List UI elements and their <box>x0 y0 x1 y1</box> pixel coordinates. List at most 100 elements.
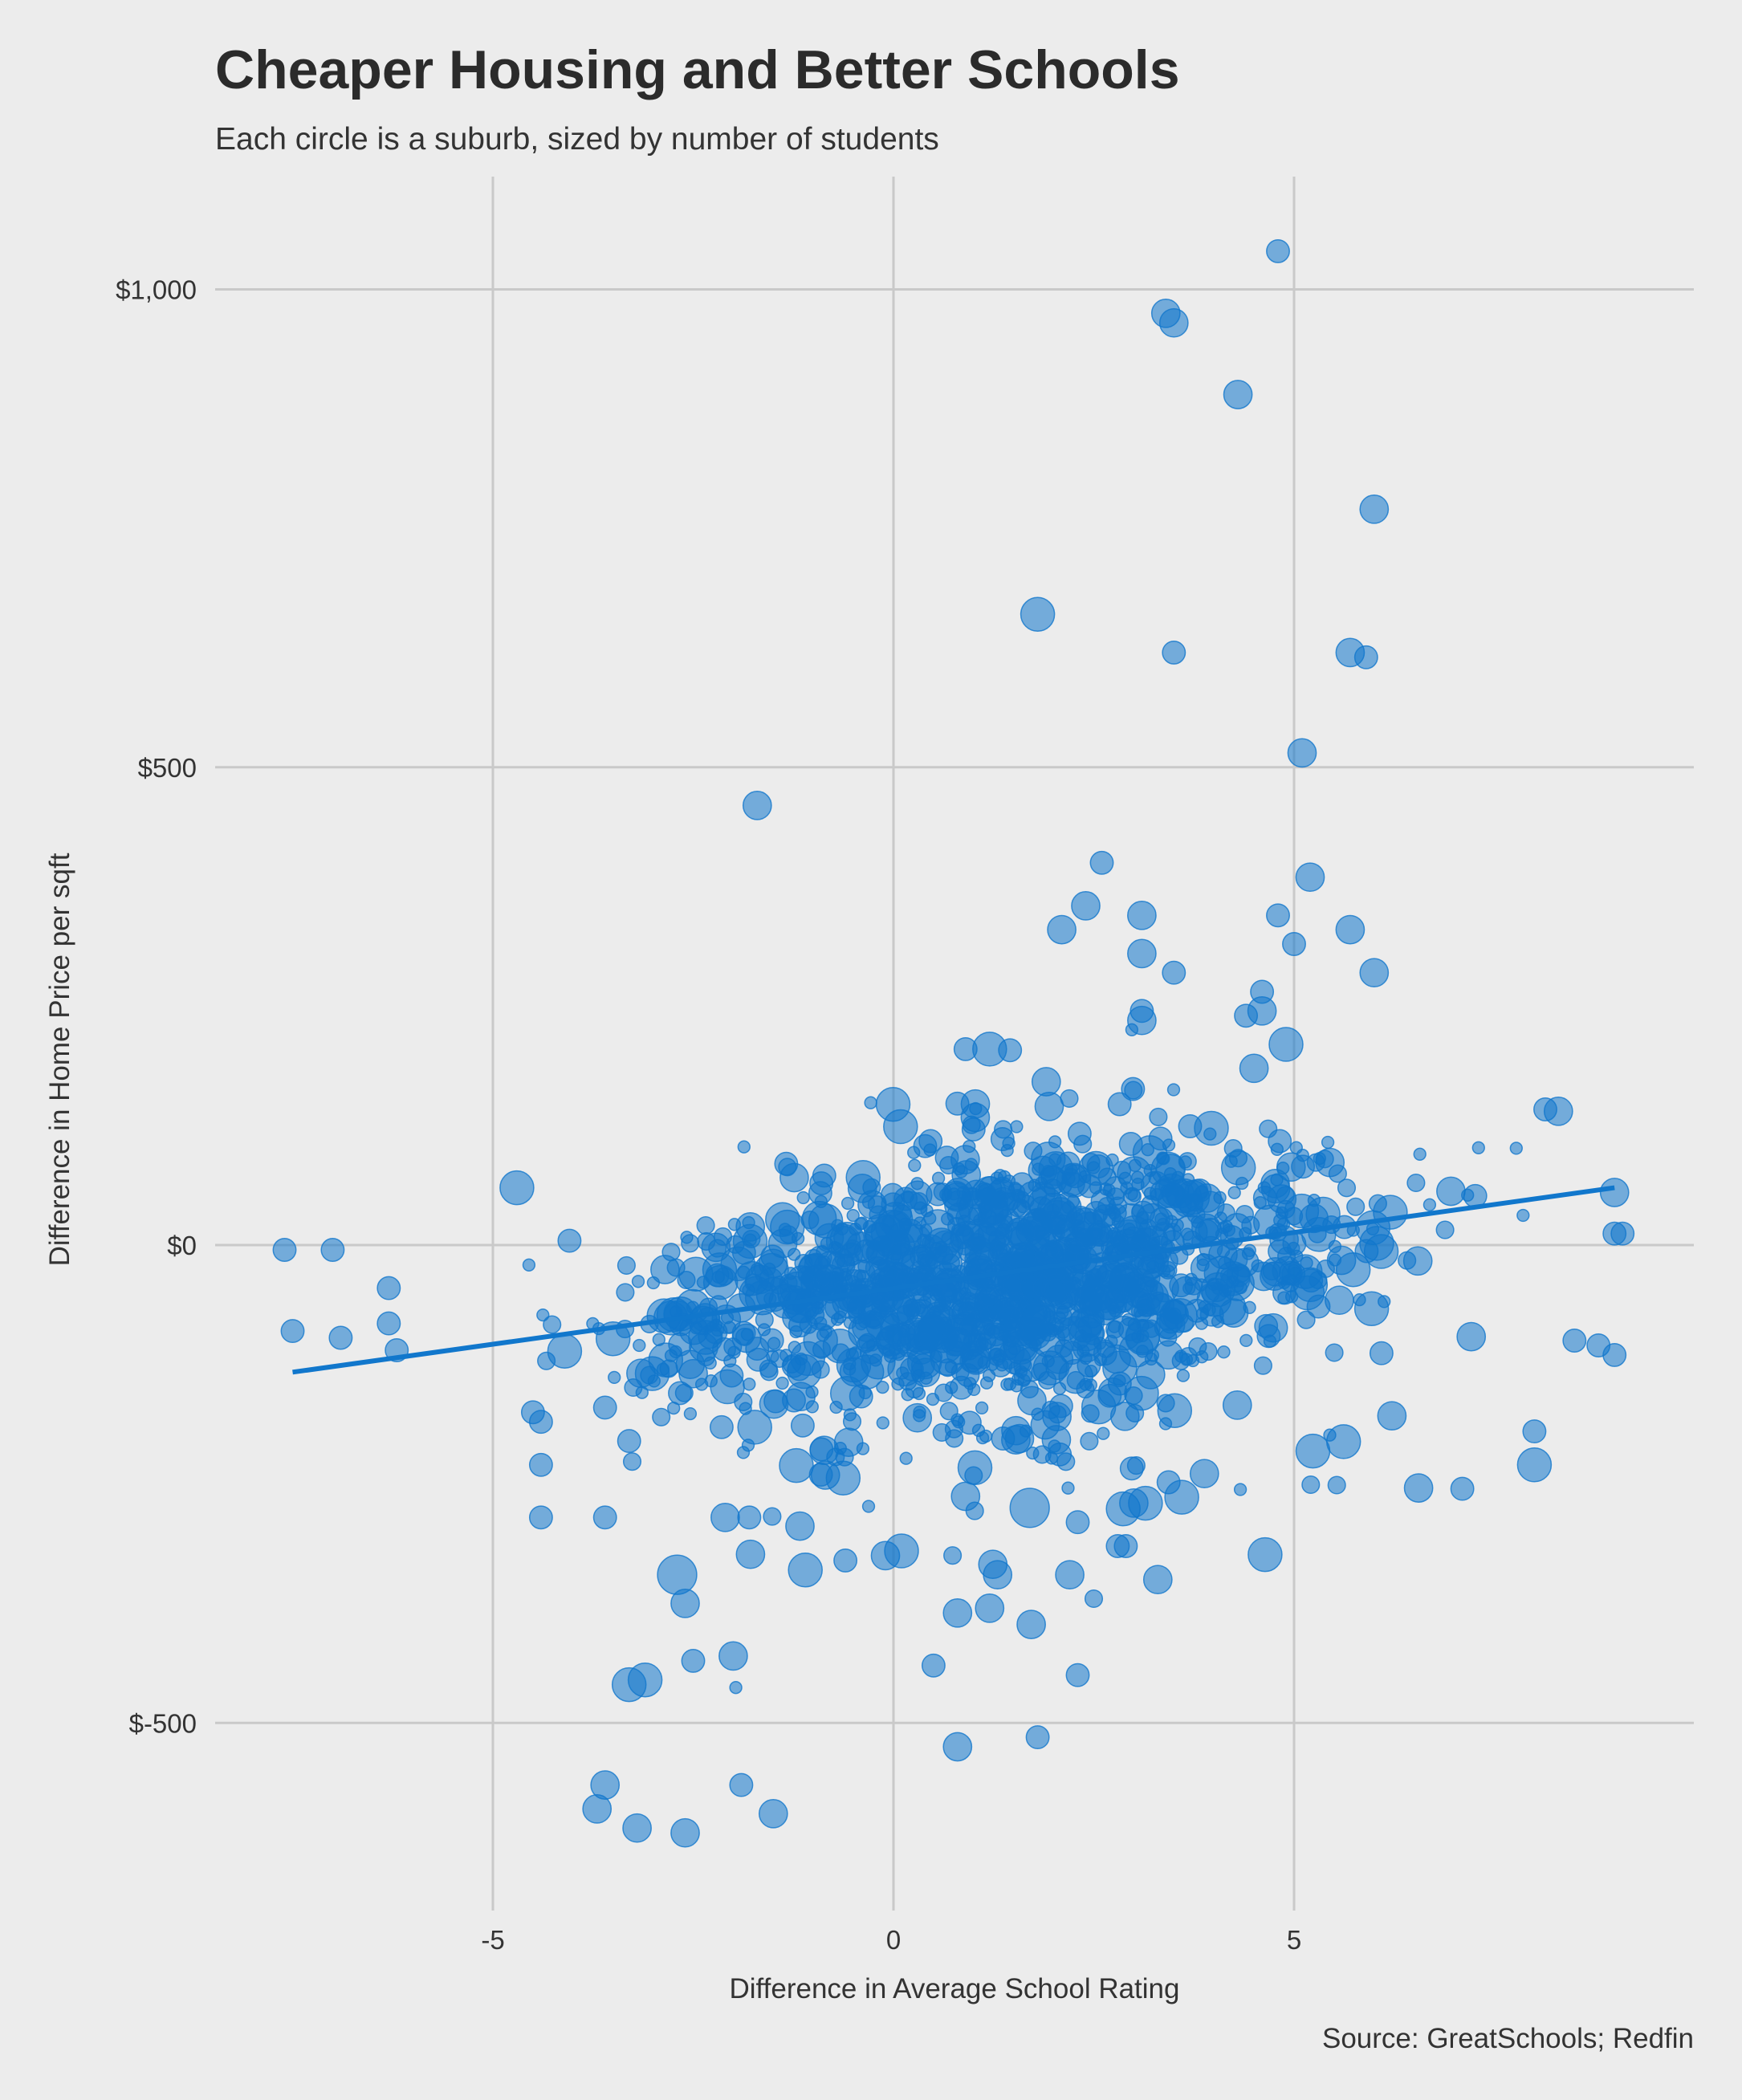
data-point <box>1061 1481 1075 1495</box>
data-point <box>913 1216 927 1230</box>
data-point <box>622 1452 642 1471</box>
data-point <box>931 1262 962 1292</box>
data-point <box>908 1158 922 1172</box>
data-point <box>1259 1119 1278 1138</box>
data-point <box>1369 1341 1394 1365</box>
source-caption: Source: GreatSchools; Redfin <box>1322 2023 1694 2054</box>
data-point <box>1105 1203 1118 1217</box>
data-point <box>1056 1325 1070 1339</box>
data-point <box>910 1192 929 1211</box>
data-point <box>592 1505 617 1530</box>
data-point <box>1562 1329 1587 1353</box>
data-point <box>1306 1294 1331 1319</box>
data-point <box>1071 1211 1106 1247</box>
data-point <box>729 1681 743 1695</box>
data-point <box>670 1589 700 1618</box>
data-point <box>557 1228 582 1253</box>
data-point <box>727 1345 741 1359</box>
data-point <box>778 1158 797 1177</box>
data-point <box>735 1539 766 1569</box>
data-point <box>1226 1263 1251 1288</box>
data-point <box>906 1344 942 1380</box>
data-point <box>720 1246 755 1282</box>
data-point <box>1268 1027 1304 1062</box>
y-axis-label: Difference in Home Price per sqft <box>44 853 75 1266</box>
x-tick-label: 0 <box>886 1925 901 1955</box>
data-point <box>883 1109 918 1145</box>
data-point <box>1148 1126 1173 1151</box>
data-point <box>617 1256 636 1275</box>
data-point <box>786 1382 816 1412</box>
data-point <box>913 1405 926 1419</box>
data-point <box>964 1466 983 1485</box>
data-point <box>320 1238 345 1262</box>
trend-line <box>292 1185 1615 1375</box>
data-point <box>622 1813 652 1843</box>
data-point <box>743 1378 756 1391</box>
data-point <box>990 1127 1015 1151</box>
data-point <box>921 1653 946 1678</box>
data-point <box>962 1115 981 1134</box>
data-point <box>843 1239 862 1259</box>
data-point <box>1337 1178 1357 1198</box>
data-point <box>814 1316 828 1330</box>
data-point <box>1239 1333 1253 1348</box>
data-point <box>817 1272 831 1285</box>
data-point <box>1065 1662 1090 1687</box>
data-point <box>808 1463 833 1487</box>
data-point <box>983 1560 1013 1590</box>
y-tick-label: $0 <box>167 1231 197 1260</box>
data-point <box>1373 1194 1408 1230</box>
data-point <box>1516 1208 1530 1223</box>
data-point <box>987 1347 1007 1366</box>
data-point <box>616 1283 635 1302</box>
data-point <box>631 1275 645 1288</box>
data-point <box>328 1325 353 1350</box>
data-point <box>779 1225 798 1244</box>
data-point <box>831 1343 850 1362</box>
data-point <box>853 1217 868 1231</box>
data-point <box>737 1410 772 1445</box>
data-point <box>884 1533 919 1569</box>
data-point <box>1178 1346 1198 1366</box>
data-point <box>1097 1426 1110 1440</box>
data-point <box>1054 1339 1073 1358</box>
data-point <box>876 1416 889 1430</box>
data-point <box>1149 1107 1168 1126</box>
data-point <box>736 1446 751 1459</box>
data-point <box>1402 1246 1433 1276</box>
data-point <box>1081 1404 1100 1423</box>
data-point <box>1610 1221 1635 1246</box>
data-point <box>979 1288 999 1307</box>
data-point <box>833 1548 858 1573</box>
data-point <box>678 1256 714 1292</box>
data-point <box>592 1395 617 1420</box>
data-point <box>1217 1345 1231 1359</box>
data-point <box>1154 1340 1184 1370</box>
data-point <box>703 1320 728 1345</box>
data-point <box>972 1032 1007 1067</box>
data-point <box>1089 850 1114 875</box>
data-point <box>1127 938 1157 969</box>
data-point <box>1156 1470 1181 1495</box>
data-point <box>942 1732 973 1762</box>
data-point <box>1227 1186 1241 1199</box>
data-point <box>657 1554 698 1595</box>
data-point <box>1247 1536 1283 1573</box>
data-point <box>1041 1164 1055 1178</box>
data-point <box>926 1392 940 1406</box>
data-point <box>1031 1067 1061 1097</box>
y-tick-label: $1,000 <box>116 275 197 305</box>
data-point <box>1260 1169 1290 1199</box>
data-point <box>1254 1313 1279 1338</box>
data-point <box>1287 738 1317 768</box>
data-point <box>1071 891 1101 921</box>
data-point <box>812 1163 836 1188</box>
data-point <box>779 1447 814 1483</box>
data-point <box>911 1284 947 1321</box>
data-point <box>1189 1459 1219 1489</box>
data-point <box>918 1333 932 1347</box>
gridlines <box>215 177 1694 1911</box>
data-point <box>975 1431 990 1445</box>
data-point <box>1064 1162 1078 1177</box>
